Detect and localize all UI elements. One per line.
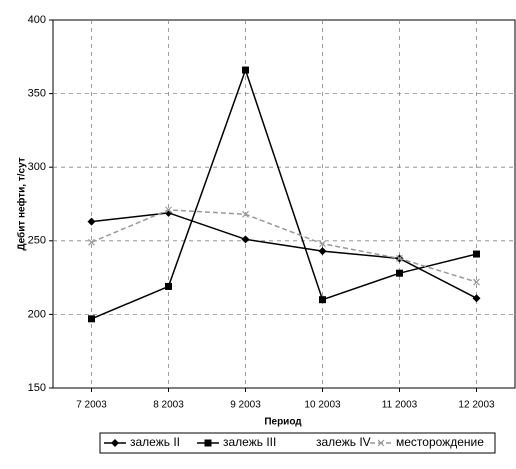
point	[242, 66, 249, 74]
x-axis-label: Период	[264, 417, 302, 428]
y-tick-label: 200	[28, 308, 46, 320]
y-tick-label: 300	[28, 161, 46, 173]
point	[88, 238, 95, 246]
legend-label: месторождение	[396, 435, 484, 449]
x-tick-label: 8 2003	[153, 400, 184, 411]
x-tick-label: 9 2003	[230, 400, 261, 411]
y-axis-label: Дебит нефти, т/сут	[16, 157, 28, 250]
point	[318, 247, 327, 256]
y-tick-label: 250	[28, 235, 46, 247]
y-tick-label: 400	[28, 14, 46, 26]
legend-label: залежь IV	[316, 435, 371, 449]
plot-area	[52, 19, 516, 389]
y-tick-label: 150	[28, 382, 46, 394]
point	[165, 282, 172, 290]
point	[87, 217, 96, 226]
point	[88, 315, 95, 323]
x-tick-label: 12 2003	[458, 400, 495, 411]
legend-label: залежь II	[130, 435, 180, 449]
x-tick-label: 7 2003	[76, 400, 107, 411]
series-line	[91, 212, 477, 299]
point	[241, 235, 250, 244]
series-line	[91, 67, 477, 320]
point	[473, 278, 480, 286]
point	[473, 250, 480, 258]
point	[472, 294, 481, 303]
x-tick-label: 10 2003	[304, 400, 341, 411]
point	[396, 255, 403, 262]
point	[111, 439, 119, 447]
legend-label: залежь III	[223, 435, 276, 449]
point	[396, 269, 403, 277]
series-line	[91, 209, 477, 283]
x-tick-label: 11 2003	[382, 400, 418, 411]
point	[319, 240, 326, 248]
y-tick-label: 350	[28, 88, 46, 100]
point	[319, 296, 326, 304]
point	[377, 439, 385, 447]
point	[204, 439, 212, 447]
point	[165, 206, 172, 214]
point	[242, 210, 249, 218]
